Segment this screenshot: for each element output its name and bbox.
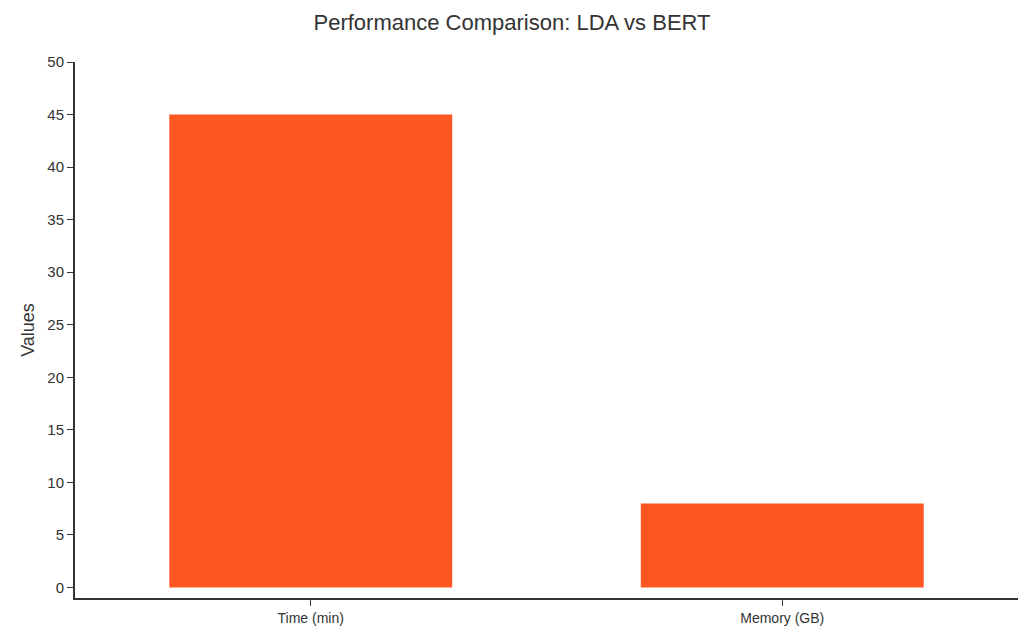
svg-text:Memory (GB): Memory (GB) [740, 610, 824, 626]
svg-text:35: 35 [47, 211, 64, 228]
svg-text:15: 15 [47, 421, 64, 438]
svg-text:10: 10 [47, 474, 64, 491]
svg-text:30: 30 [47, 263, 64, 280]
svg-text:40: 40 [47, 158, 64, 175]
svg-text:20: 20 [47, 369, 64, 386]
svg-text:5: 5 [56, 526, 64, 543]
svg-text:0: 0 [56, 579, 64, 596]
svg-text:50: 50 [47, 53, 64, 70]
svg-text:Performance Comparison: LDA vs: Performance Comparison: LDA vs BERT [314, 10, 711, 35]
svg-text:Time (min): Time (min) [278, 610, 344, 626]
svg-text:45: 45 [47, 106, 64, 123]
svg-text:Values: Values [18, 303, 38, 357]
svg-text:25: 25 [47, 316, 64, 333]
